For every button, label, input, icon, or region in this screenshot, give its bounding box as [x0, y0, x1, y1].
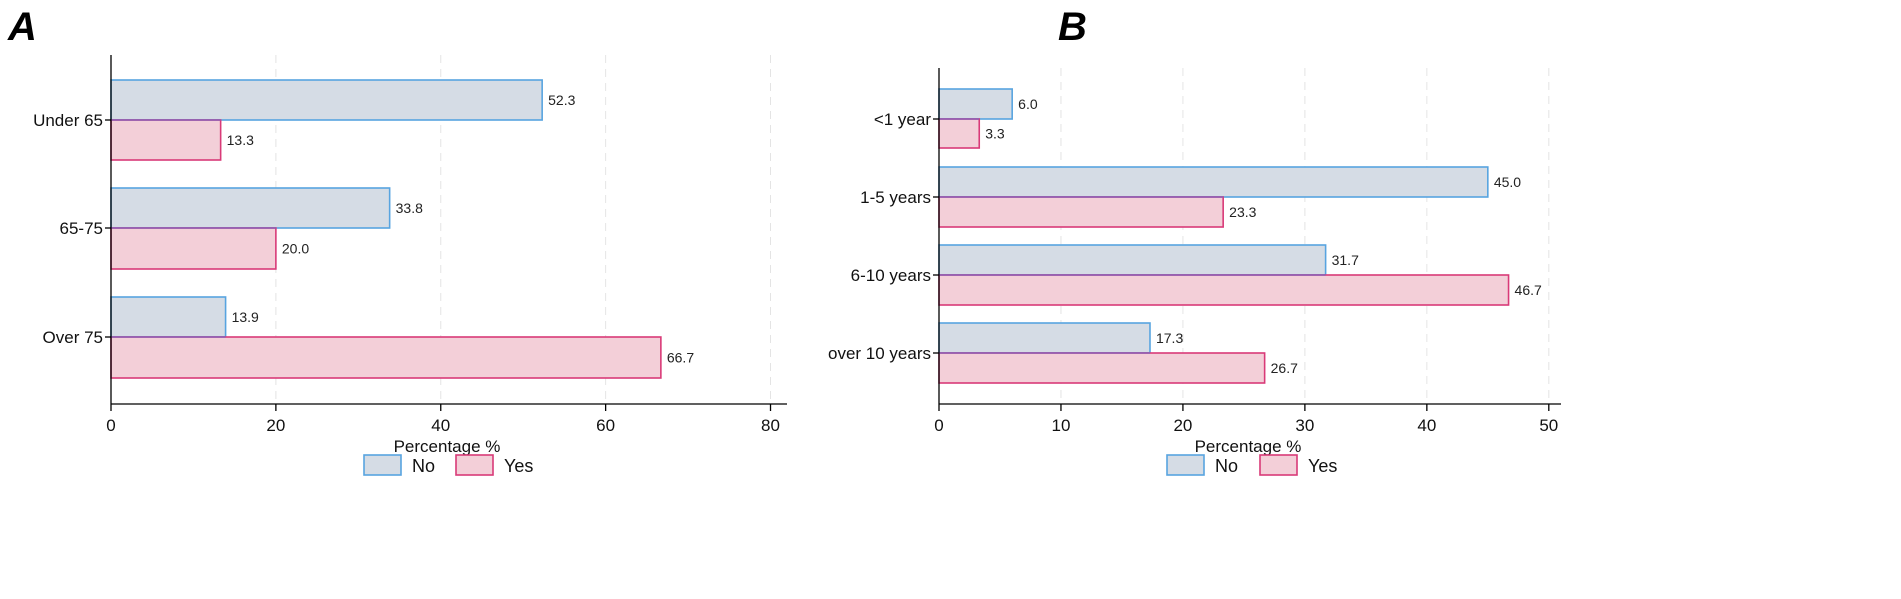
panel-a-xtick-label-60: 60: [596, 416, 615, 435]
panel-a-category-label-0: Under 65: [33, 111, 103, 130]
panel-b-xtick-label-50: 50: [1539, 416, 1558, 435]
panel-a-bar-yes-1: [110, 227, 277, 270]
panel-a-legend-swatch-no: [363, 454, 402, 476]
panel-b-legend-label-no: No: [1215, 456, 1238, 476]
panel-b-data-label-no-2: 31.7: [1332, 252, 1359, 268]
panel-b-data-label-yes-3: 26.7: [1271, 360, 1298, 376]
panel-b-legend-label-yes: Yes: [1308, 456, 1337, 476]
panel-a-xtick-label-20: 20: [266, 416, 285, 435]
panel-a-data-label-no-2: 13.9: [232, 309, 259, 325]
panel-a-legend-label-yes: Yes: [504, 456, 533, 476]
panel-a-category-label-2: Over 75: [43, 328, 103, 347]
panel-b-data-label-yes-0: 3.3: [985, 126, 1005, 142]
panel-b-data-label-no-0: 6.0: [1018, 96, 1038, 112]
panel-a-bar-yes-2: [110, 336, 662, 379]
panel-b-data-label-no-3: 17.3: [1156, 330, 1183, 346]
chart-panel-a: 52.3 13.3 Under 65 33.8 20.0 65-75 13.9 66.7 Ove…: [33, 55, 787, 476]
panel-a-bar-no-0: [110, 79, 543, 121]
panel-a-legend-swatch-yes: [455, 454, 494, 476]
panel-b-category-label-3: over 10 years: [828, 344, 931, 363]
panel-a-data-label-yes-1: 20.0: [282, 241, 309, 257]
panel-letter-b: B: [1058, 5, 1087, 49]
panel-b-bar-yes-0: [938, 118, 981, 149]
panel-b-legend-swatch-no: [1166, 454, 1205, 476]
panel-a-category-label-1: 65-75: [60, 219, 103, 238]
panel-a-data-label-no-1: 33.8: [396, 200, 423, 216]
panel-b-bar-yes-1: [938, 196, 1224, 228]
panel-letter-a: A: [7, 5, 37, 49]
panel-a-bar-no-2: [110, 296, 227, 338]
panel-a-xtick-label-80: 80: [761, 416, 780, 435]
panel-b-bar-yes-2: [938, 274, 1510, 306]
panel-a-data-label-no-0: 52.3: [548, 92, 575, 108]
panel-a-bar-no-1: [110, 187, 391, 229]
panel-b-data-label-yes-2: 46.7: [1515, 282, 1542, 298]
panel-b-data-label-yes-1: 23.3: [1229, 204, 1256, 220]
panel-b-legend-swatch-yes: [1259, 454, 1298, 476]
panel-b-xtick-label-0: 0: [934, 416, 943, 435]
panel-b-xtick-label-10: 10: [1051, 416, 1070, 435]
panel-b-data-label-no-1: 45.0: [1494, 174, 1521, 190]
panel-b-bar-no-0: [938, 88, 1013, 120]
panel-b-bar-no-3: [938, 322, 1151, 354]
panel-a-data-label-yes-0: 13.3: [227, 132, 254, 148]
panel-b-bar-no-2: [938, 244, 1327, 276]
panel-b-category-label-1: 1-5 years: [860, 188, 931, 207]
chart-panel-b: 6.0 3.3 <1 year 45.0 23.3 1-5 years 31.7 46.7 6-…: [828, 68, 1561, 476]
panel-b-bar-yes-3: [938, 352, 1266, 384]
panel-a-x-axis-title: Percentage %: [394, 437, 501, 456]
panel-a-legend-label-no: No: [412, 456, 435, 476]
panel-b-xtick-label-20: 20: [1173, 416, 1192, 435]
panel-b-xtick-label-40: 40: [1417, 416, 1436, 435]
panel-b-bar-no-1: [938, 166, 1489, 198]
panel-b-category-label-0: <1 year: [874, 110, 932, 129]
panel-a-xtick-label-40: 40: [431, 416, 450, 435]
panel-b-xtick-label-30: 30: [1295, 416, 1314, 435]
panel-a-data-label-yes-2: 66.7: [667, 350, 694, 366]
panel-b-x-axis-title: Percentage %: [1195, 437, 1302, 456]
panel-a-bar-yes-0: [110, 119, 222, 161]
panel-a-xtick-label-0: 0: [106, 416, 115, 435]
panel-b-category-label-2: 6-10 years: [851, 266, 931, 285]
